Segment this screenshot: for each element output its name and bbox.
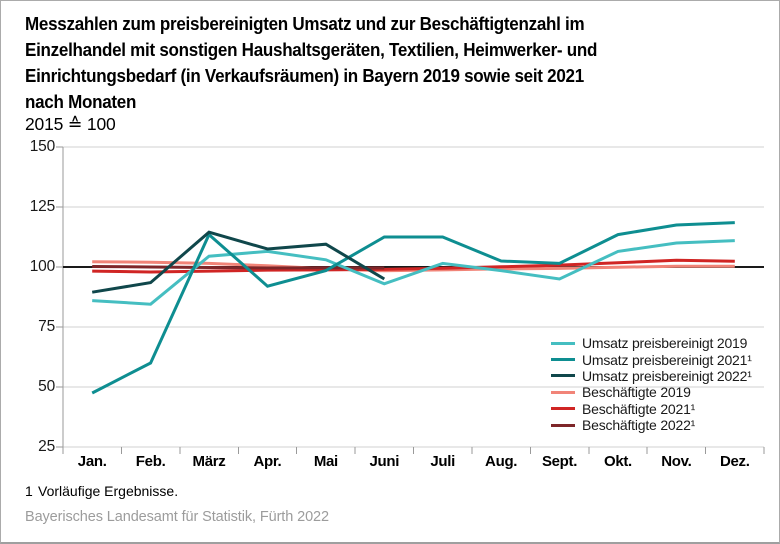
y-axis-tick-label: 50 [38,378,55,395]
chart-legend: Umsatz preisbereinigt 2019 Umsatz preisbe… [551,335,752,433]
footnote-marker: 1 [25,483,33,499]
series-line-5 [92,258,735,274]
legend-swatch-line [551,423,575,427]
legend-label: Umsatz preisbereinigt 2022¹ [582,367,752,384]
legend-item-3: Umsatz preisbereinigt 2022¹ [551,368,752,384]
legend-item-2: Umsatz preisbereinigt 2021¹ [551,351,752,368]
chart-title-line: Einrichtungsbedarf (in Verkaufsräumen) i… [25,65,584,86]
legend-swatch-line [551,407,575,411]
x-axis-month-label: Jan. [77,453,107,470]
y-axis-tick-label: 150 [29,138,55,155]
x-axis-month-label: Apr. [253,453,282,470]
x-axis-month-label: Okt. [603,453,632,470]
x-axis-month-label: Sept. [541,453,578,470]
x-axis-month-label: Nov. [661,453,692,470]
legend-item-1: Umsatz preisbereinigt 2019 [551,335,752,351]
legend-label: Umsatz preisbereinigt 2021¹ [582,351,752,368]
x-axis-month-label: Feb. [135,453,166,470]
chart-title-line: Einzelhandel mit sonstigen Haushaltsgerä… [25,39,598,60]
legend-label: Beschäftigte 2022¹ [582,417,696,434]
series-line-2 [91,221,735,395]
chart-subtitle: 2015 ≙ 100 [25,114,116,134]
x-axis-month-label: Mai [313,453,338,470]
legend-label: Beschäftigte 2019 [582,384,691,401]
chart-title-line: Messzahlen zum preisbereinigten Umsatz u… [25,13,585,34]
x-axis-month-label: Aug. [485,453,518,470]
footnote-text: Vorläufige Ergebnisse. [38,483,179,499]
legend-item-5: Beschäftigte 2021¹ [551,401,752,417]
x-axis-month-label: März [192,453,226,470]
x-axis-month-label: Juli [430,453,456,470]
x-axis-month-label: Juni [369,453,400,470]
y-axis-tick-label: 100 [29,258,55,275]
source-credit: Bayerisches Landesamt für Statistik, Für… [25,509,329,525]
x-axis-month-label: Dez. [719,453,750,470]
legend-swatch-line [551,374,575,378]
series-line-6 [92,265,385,270]
legend-item-6: Beschäftigte 2022¹ [551,417,752,433]
y-axis-tick-label: 25 [38,438,55,455]
chart-title: Messzahlen zum preisbereinigten Umsatz u… [25,11,597,115]
legend-swatch-line [551,358,575,362]
legend-label: Umsatz preisbereinigt 2019 [582,335,748,352]
legend-item-4: Beschäftigte 2019 [551,384,752,400]
y-axis-tick-label: 75 [38,318,55,335]
legend-swatch-line [551,390,575,394]
legend-label: Beschäftigte 2021¹ [582,400,696,417]
footnote: 1 Vorläufige Ergebnisse. [25,483,178,499]
series-line-1 [92,239,735,306]
chart-title-line: nach Monaten [25,91,137,112]
series-line-3 [91,230,386,294]
legend-swatch-line [551,341,575,345]
y-axis-tick-label: 125 [29,198,55,215]
